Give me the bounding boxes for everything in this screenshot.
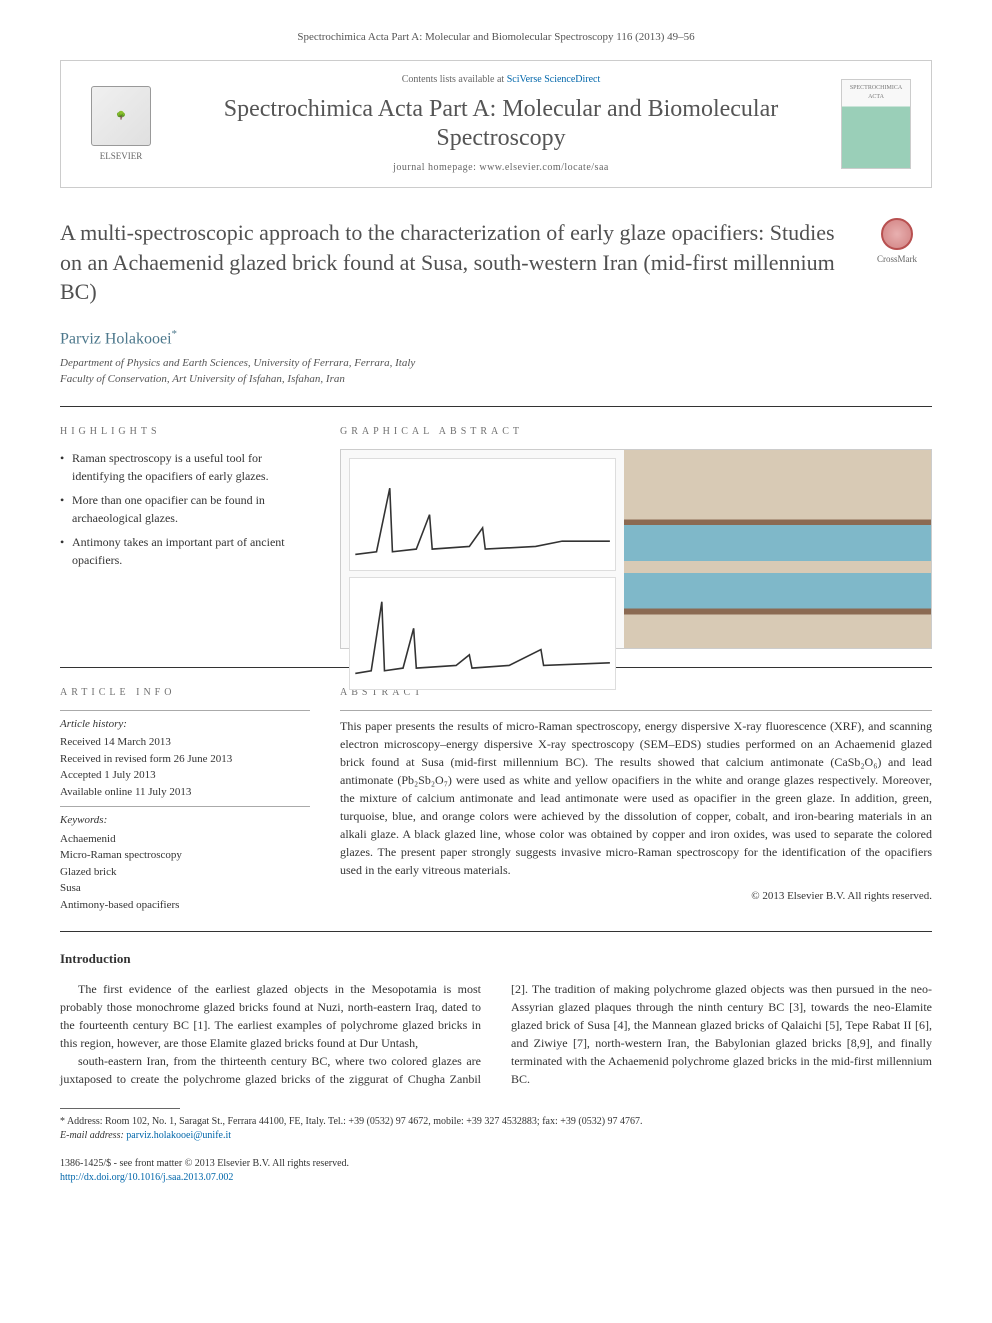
email-label: E-mail address: [60,1130,124,1141]
header-center-block: Contents lists available at SciVerse Sci… [181,73,821,175]
keyword-line: Achaemenid [60,831,310,848]
author-name: Parviz Holakooei [60,330,172,347]
email-footnote: E-mail address: parviz.holakooei@unife.i… [60,1129,932,1143]
keyword-line: Antimony-based opacifiers [60,897,310,914]
title-row: A multi-spectroscopic approach to the ch… [60,218,932,307]
crossmark-label: CrossMark [877,253,917,266]
email-link[interactable]: parviz.holakooei@unife.it [126,1130,231,1141]
keyword-line: Susa [60,880,310,897]
contents-prefix: Contents lists available at [402,74,507,85]
corresponding-marker: * [172,328,178,340]
elsevier-tree-icon: 🌳 [91,86,151,146]
highlight-item: Raman spectroscopy is a useful tool for … [60,449,310,485]
affiliation-2: Faculty of Conservation, Art University … [60,371,932,388]
author-line: Parviz Holakooei* [60,327,932,351]
footnote-divider [60,1108,180,1109]
keywords-label: Keywords: [60,813,310,828]
article-title: A multi-spectroscopic approach to the ch… [60,218,842,307]
doi-link[interactable]: http://dx.doi.org/10.1016/j.saa.2013.07.… [60,1172,233,1183]
abstract-copyright: © 2013 Elsevier B.V. All rights reserved… [340,889,932,904]
intro-paragraph-1: The first evidence of the earliest glaze… [60,980,481,1052]
footnotes-block: * Address: Room 102, No. 1, Saragat St.,… [60,1115,932,1143]
introduction-heading: Introduction [60,950,932,968]
graphical-abstract-figure [340,449,932,649]
publisher-logo: 🌳 ELSEVIER [81,79,161,169]
journal-header-box: 🌳 ELSEVIER Contents lists available at S… [60,60,932,188]
bottom-meta: 1386-1425/$ - see front matter © 2013 El… [60,1157,932,1185]
journal-citation-header: Spectrochimica Acta Part A: Molecular an… [60,30,932,45]
journal-homepage-line: journal homepage: www.elsevier.com/locat… [181,161,821,175]
affiliation-1: Department of Physics and Earth Sciences… [60,355,932,372]
highlight-item: More than one opacifier can be found in … [60,491,310,527]
graphical-abstract-label: GRAPHICAL ABSTRACT [340,425,932,439]
keyword-line: Glazed brick [60,864,310,881]
journal-cover-thumbnail: SPECTROCHIMICA ACTA [841,79,911,169]
graphical-abstract-column: GRAPHICAL ABSTRACT [340,425,932,649]
ga-spectra-panel [341,450,624,648]
introduction-body: The first evidence of the earliest glaze… [60,980,932,1088]
divider-line [60,406,932,407]
article-info-label: ARTICLE INFO [60,686,310,700]
crossmark-badge[interactable]: CrossMark [862,218,932,266]
history-line: Accepted 1 July 2013 [60,767,310,784]
highlights-list: Raman spectroscopy is a useful tool for … [60,449,310,569]
history-line: Available online 11 July 2013 [60,784,310,801]
sciencedirect-link[interactable]: SciVerse ScienceDirect [507,74,601,85]
article-info-column: ARTICLE INFO Article history: Received 1… [60,686,310,913]
highlights-column: HIGHLIGHTS Raman spectroscopy is a usefu… [60,425,310,649]
contents-available-line: Contents lists available at SciVerse Sci… [181,73,821,87]
highlight-item: Antimony takes an important part of anci… [60,533,310,569]
journal-name-heading: Spectrochimica Acta Part A: Molecular an… [181,95,821,153]
crossmark-icon [881,218,913,250]
highlights-label: HIGHLIGHTS [60,425,310,439]
highlights-graphical-row: HIGHLIGHTS Raman spectroscopy is a usefu… [60,425,932,649]
ga-spectrum-top [349,458,616,571]
publisher-name: ELSEVIER [100,150,143,163]
history-line: Received 14 March 2013 [60,734,310,751]
issn-line: 1386-1425/$ - see front matter © 2013 El… [60,1157,932,1171]
abstract-column: ABSTRACT This paper presents the results… [340,686,932,913]
history-line: Received in revised form 26 June 2013 [60,751,310,768]
corresponding-author-footnote: * Address: Room 102, No. 1, Saragat St.,… [60,1115,932,1129]
divider-line [60,931,932,932]
ga-spectrum-bottom [349,577,616,690]
history-label: Article history: [60,717,310,732]
abstract-text: This paper presents the results of micro… [340,717,932,879]
info-abstract-row: ARTICLE INFO Article history: Received 1… [60,686,932,913]
ga-brick-photo [624,450,931,648]
keyword-line: Micro-Raman spectroscopy [60,847,310,864]
